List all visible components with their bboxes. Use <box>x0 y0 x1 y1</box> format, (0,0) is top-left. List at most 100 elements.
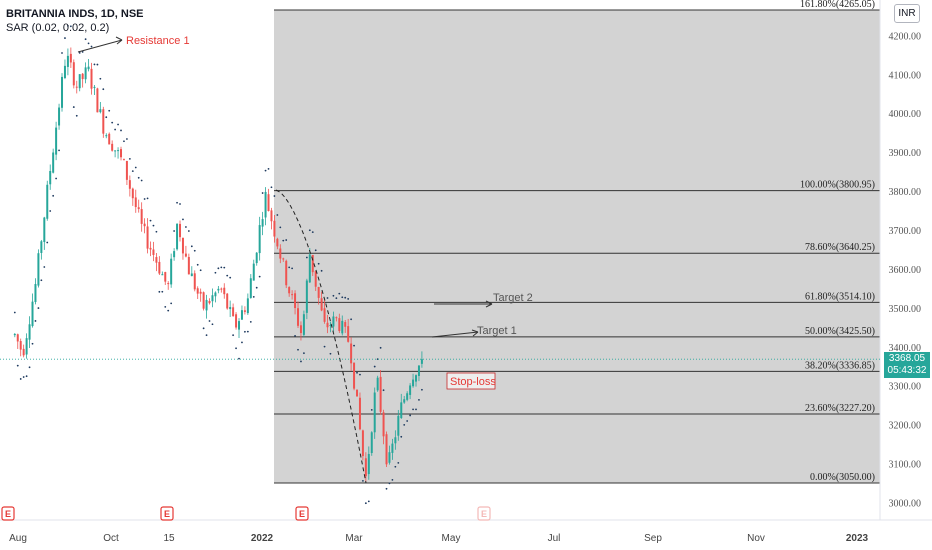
candle <box>335 316 338 322</box>
sar-dot <box>179 203 181 205</box>
candle-body <box>31 301 34 327</box>
time-tick-label: Oct <box>103 533 119 544</box>
sar-dot <box>323 345 326 348</box>
candle <box>235 312 238 330</box>
candle <box>78 74 81 92</box>
candle <box>229 300 232 317</box>
candle <box>55 121 58 161</box>
sar-dot <box>311 231 314 234</box>
candle-body <box>46 184 49 219</box>
bar-countdown: 05:43:32 <box>887 365 927 376</box>
candle <box>28 316 31 348</box>
candle-body <box>299 325 302 334</box>
candle-body <box>240 310 243 320</box>
price-tick-label: 3600.00 <box>889 265 922 276</box>
price-tick-label: 4200.00 <box>889 31 922 42</box>
sar-dot <box>28 366 31 369</box>
candle <box>140 202 143 232</box>
candle <box>137 199 140 213</box>
sar-dot <box>270 186 273 189</box>
fib-level-label: 38.20%(3336.85) <box>805 360 875 371</box>
sar-dot <box>49 210 52 212</box>
sar-dot <box>303 352 305 355</box>
sar-dot <box>158 290 161 293</box>
candle-body <box>276 238 279 247</box>
sar-dot <box>282 239 285 242</box>
sar-dot <box>120 129 122 132</box>
candle <box>19 338 22 357</box>
candle-body <box>238 321 241 330</box>
candle-body <box>370 432 373 454</box>
candle-body <box>332 316 335 327</box>
sar-dot <box>388 482 391 485</box>
symbol-title[interactable]: BRITANNIA INDS, 1D, NSE <box>6 8 144 20</box>
candle-body <box>311 254 314 273</box>
candle-body <box>134 197 137 208</box>
sar-dot <box>199 269 202 272</box>
sar-dot <box>409 414 412 417</box>
candle <box>52 148 55 174</box>
currency-button[interactable]: INR <box>894 4 920 23</box>
sar-dot <box>421 388 423 391</box>
candle <box>61 73 64 112</box>
price-tick-label: 3300.00 <box>889 382 922 393</box>
candle-body <box>214 292 217 297</box>
candle-body <box>232 307 235 317</box>
candle-body <box>347 326 350 342</box>
candle <box>249 274 252 299</box>
candle <box>323 300 326 324</box>
candle-body <box>140 209 143 224</box>
sar-dot <box>285 239 288 241</box>
candle-body <box>152 249 155 255</box>
sar-dot <box>379 346 382 349</box>
candle-body <box>220 288 223 290</box>
candle-body <box>114 150 117 152</box>
candle <box>326 314 329 334</box>
candle <box>81 72 84 88</box>
dashed-curve <box>275 189 367 484</box>
sar-dot <box>87 42 90 45</box>
sar-dot <box>67 25 69 27</box>
svg-text:E: E <box>299 509 305 519</box>
sar-dot <box>126 138 128 140</box>
candle-body <box>58 107 61 126</box>
candle-body <box>164 272 167 282</box>
sar-dot <box>19 378 22 380</box>
candle-body <box>291 294 294 296</box>
sar-dot <box>223 266 226 269</box>
candle <box>31 293 34 328</box>
sar-dot <box>211 323 214 326</box>
candle-body <box>52 152 55 173</box>
candle <box>267 188 270 212</box>
candle <box>72 59 75 89</box>
candle-body <box>202 292 205 309</box>
sar-dot <box>267 167 270 170</box>
candle-body <box>28 324 31 340</box>
fib-level-label: 61.80%(3514.10) <box>805 291 875 302</box>
candle <box>196 286 199 300</box>
candle <box>255 251 258 266</box>
candle-body <box>308 254 311 283</box>
candle-body <box>111 143 114 151</box>
candle <box>93 84 96 96</box>
candle <box>420 351 423 368</box>
sar-indicator-label[interactable]: SAR (0.02, 0.02, 0.2) <box>6 22 110 34</box>
candle <box>202 291 205 311</box>
candle <box>406 391 409 402</box>
sar-dot <box>31 342 34 345</box>
candle-body <box>314 271 317 287</box>
candle-body <box>261 219 264 227</box>
sar-dot <box>137 176 140 179</box>
candle-body <box>320 298 323 311</box>
candle-body <box>40 241 43 253</box>
sar-dot <box>176 201 178 204</box>
candle-body <box>187 256 190 275</box>
sar-dot <box>72 106 75 108</box>
candle-body <box>128 180 131 189</box>
sar-dot <box>25 375 28 378</box>
candle <box>152 241 155 262</box>
sar-dot <box>291 267 294 270</box>
earnings-marker-icon: E <box>295 506 309 521</box>
price-tick-label: 3500.00 <box>889 304 922 315</box>
